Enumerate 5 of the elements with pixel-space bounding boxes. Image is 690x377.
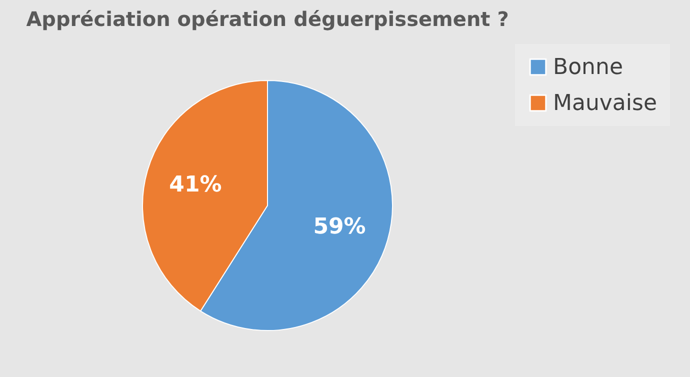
data-label: 41%	[169, 172, 222, 198]
chart-title: Appréciation opération déguerpissement ?	[26, 7, 509, 31]
legend-label: Bonne	[553, 55, 623, 80]
legend-label: Mauvaise	[553, 91, 658, 116]
data-label: 59%	[313, 214, 366, 240]
